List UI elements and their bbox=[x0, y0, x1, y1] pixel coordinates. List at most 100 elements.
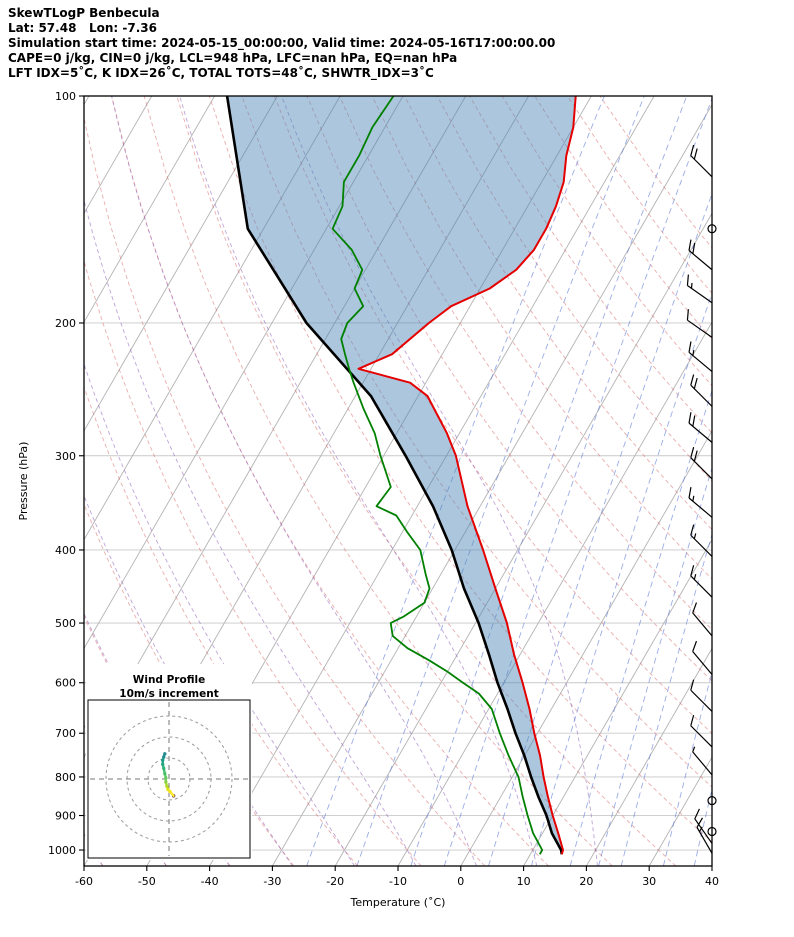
isotherm-line bbox=[84, 96, 215, 324]
wind-barb bbox=[690, 144, 713, 178]
wind-barb-column bbox=[686, 144, 717, 854]
x-tick-label: 10 bbox=[517, 875, 531, 888]
station-coordinates: Lat: 57.48 Lon: -7.36 bbox=[8, 21, 157, 35]
wind-barb bbox=[688, 412, 713, 443]
y-tick-label: 300 bbox=[55, 450, 76, 463]
mixing-ratio-line bbox=[662, 670, 712, 866]
y-axis-label: Pressure (hPa) bbox=[17, 442, 30, 521]
dewpoint-curve bbox=[331, 96, 544, 855]
isotherm-line bbox=[84, 96, 341, 541]
x-tick-label: 0 bbox=[457, 875, 464, 888]
isotherm-line bbox=[209, 96, 655, 866]
dry-adiabat-line bbox=[84, 385, 358, 866]
y-tick-label: 500 bbox=[55, 617, 76, 630]
isotherm-line bbox=[397, 321, 712, 866]
x-tick-label: 40 bbox=[705, 875, 719, 888]
profile-curves bbox=[225, 96, 577, 855]
dry-adiabat-line bbox=[176, 96, 677, 866]
hodograph-title: Wind Profile bbox=[133, 674, 205, 686]
dry-adiabat-line bbox=[208, 96, 712, 843]
isotherm-line bbox=[84, 96, 278, 432]
mixing-ratio-line bbox=[598, 466, 712, 866]
dry-adiabat-line bbox=[241, 96, 712, 788]
moist-adiabat-line bbox=[84, 362, 355, 866]
mixing-ratio-line bbox=[488, 192, 712, 866]
isotherm-line bbox=[334, 212, 712, 866]
dry-adiabat-line bbox=[599, 96, 712, 249]
hodograph-subtitle: 10m/s increment bbox=[119, 688, 218, 700]
mixing-ratio-line bbox=[620, 533, 712, 866]
wind-barb bbox=[690, 565, 713, 598]
x-tick-label: -30 bbox=[263, 875, 281, 888]
wind-barb bbox=[690, 679, 713, 712]
cape-shading bbox=[227, 96, 576, 855]
simulation-time: Simulation start time: 2024-05-15_00:00:… bbox=[8, 36, 555, 51]
isotherm-line bbox=[84, 96, 90, 106]
chart-title: SkewTLogP Benbecula bbox=[8, 6, 160, 20]
wind-barb bbox=[688, 487, 713, 518]
wind-barb bbox=[688, 239, 713, 271]
wind-barb bbox=[696, 817, 713, 854]
x-tick-label: -50 bbox=[138, 875, 156, 888]
isotherm-line bbox=[523, 538, 712, 866]
moist-adiabat-line bbox=[281, 96, 598, 866]
moist-adiabat-line bbox=[179, 96, 538, 866]
x-tick-label: -40 bbox=[201, 875, 219, 888]
dry-adiabat-line bbox=[567, 96, 712, 294]
x-tick-label: -10 bbox=[389, 875, 407, 888]
wind-barb bbox=[692, 602, 713, 637]
axes: -60 -50 -40 -30 -20 -10 0 10 20 30 40 100 200 300 400 5… bbox=[48, 90, 719, 888]
dry-adiabat-line bbox=[84, 115, 486, 866]
mixing-ratio-line bbox=[569, 389, 712, 866]
wind-barb bbox=[688, 341, 713, 373]
hodograph-titles: Wind Profile 10m/s increment bbox=[119, 674, 218, 700]
x-tick-label: 30 bbox=[642, 875, 656, 888]
hodograph-ring bbox=[147, 757, 191, 801]
moist-adiabat-line bbox=[84, 198, 417, 866]
dry-adiabat-line bbox=[273, 96, 712, 734]
x-tick-label: -60 bbox=[75, 875, 93, 888]
mixing-ratio-line bbox=[693, 787, 712, 866]
y-tick-label: 100 bbox=[55, 90, 76, 103]
wind-barb bbox=[690, 714, 713, 748]
hodograph-inset bbox=[86, 664, 252, 860]
wind-barb bbox=[694, 808, 713, 844]
isotherm-line bbox=[272, 103, 712, 866]
dry-adiabat-line bbox=[404, 96, 712, 531]
y-tick-label: 400 bbox=[55, 544, 76, 557]
temperature-curve bbox=[357, 96, 577, 855]
dry-adiabat-line bbox=[371, 96, 712, 580]
hodograph-ring bbox=[126, 736, 212, 822]
hodograph-trace-point bbox=[163, 752, 167, 756]
x-axis-label: Temperature (˚C) bbox=[350, 896, 446, 909]
wind-barb bbox=[690, 524, 713, 557]
dry-adiabat-line bbox=[534, 96, 712, 340]
y-tick-label: 600 bbox=[55, 677, 76, 690]
y-tick-label: 1000 bbox=[48, 844, 76, 857]
wind-barb bbox=[686, 274, 713, 304]
dry-adiabat-line bbox=[143, 96, 613, 866]
calm-wind-icon bbox=[707, 224, 717, 234]
stability-indices-line: LFT IDX=5˚C, K IDX=26˚C, TOTAL TOTS=48˚C… bbox=[8, 65, 434, 81]
y-tick-label: 200 bbox=[55, 317, 76, 330]
mixing-ratio-line bbox=[306, 96, 605, 866]
y-tick-label: 700 bbox=[55, 727, 76, 740]
moist-adiabat-line bbox=[111, 96, 477, 866]
dry-adiabat-line bbox=[306, 96, 712, 682]
y-tick-label: 800 bbox=[55, 771, 76, 784]
wind-barb bbox=[690, 446, 713, 480]
isotherm-line bbox=[711, 865, 712, 866]
isotherm-line bbox=[648, 756, 712, 866]
isotherm-line bbox=[84, 96, 404, 650]
calm-wind-icon bbox=[707, 826, 717, 837]
dry-adiabat-line bbox=[84, 502, 295, 866]
x-tick-label: -20 bbox=[326, 875, 344, 888]
parcel-curve bbox=[225, 96, 564, 855]
mixing-ratio-line bbox=[443, 97, 712, 866]
wind-barb bbox=[686, 309, 713, 338]
hodograph-ring bbox=[105, 715, 233, 843]
wind-barb bbox=[692, 746, 713, 776]
dry-adiabat-line bbox=[84, 259, 422, 866]
